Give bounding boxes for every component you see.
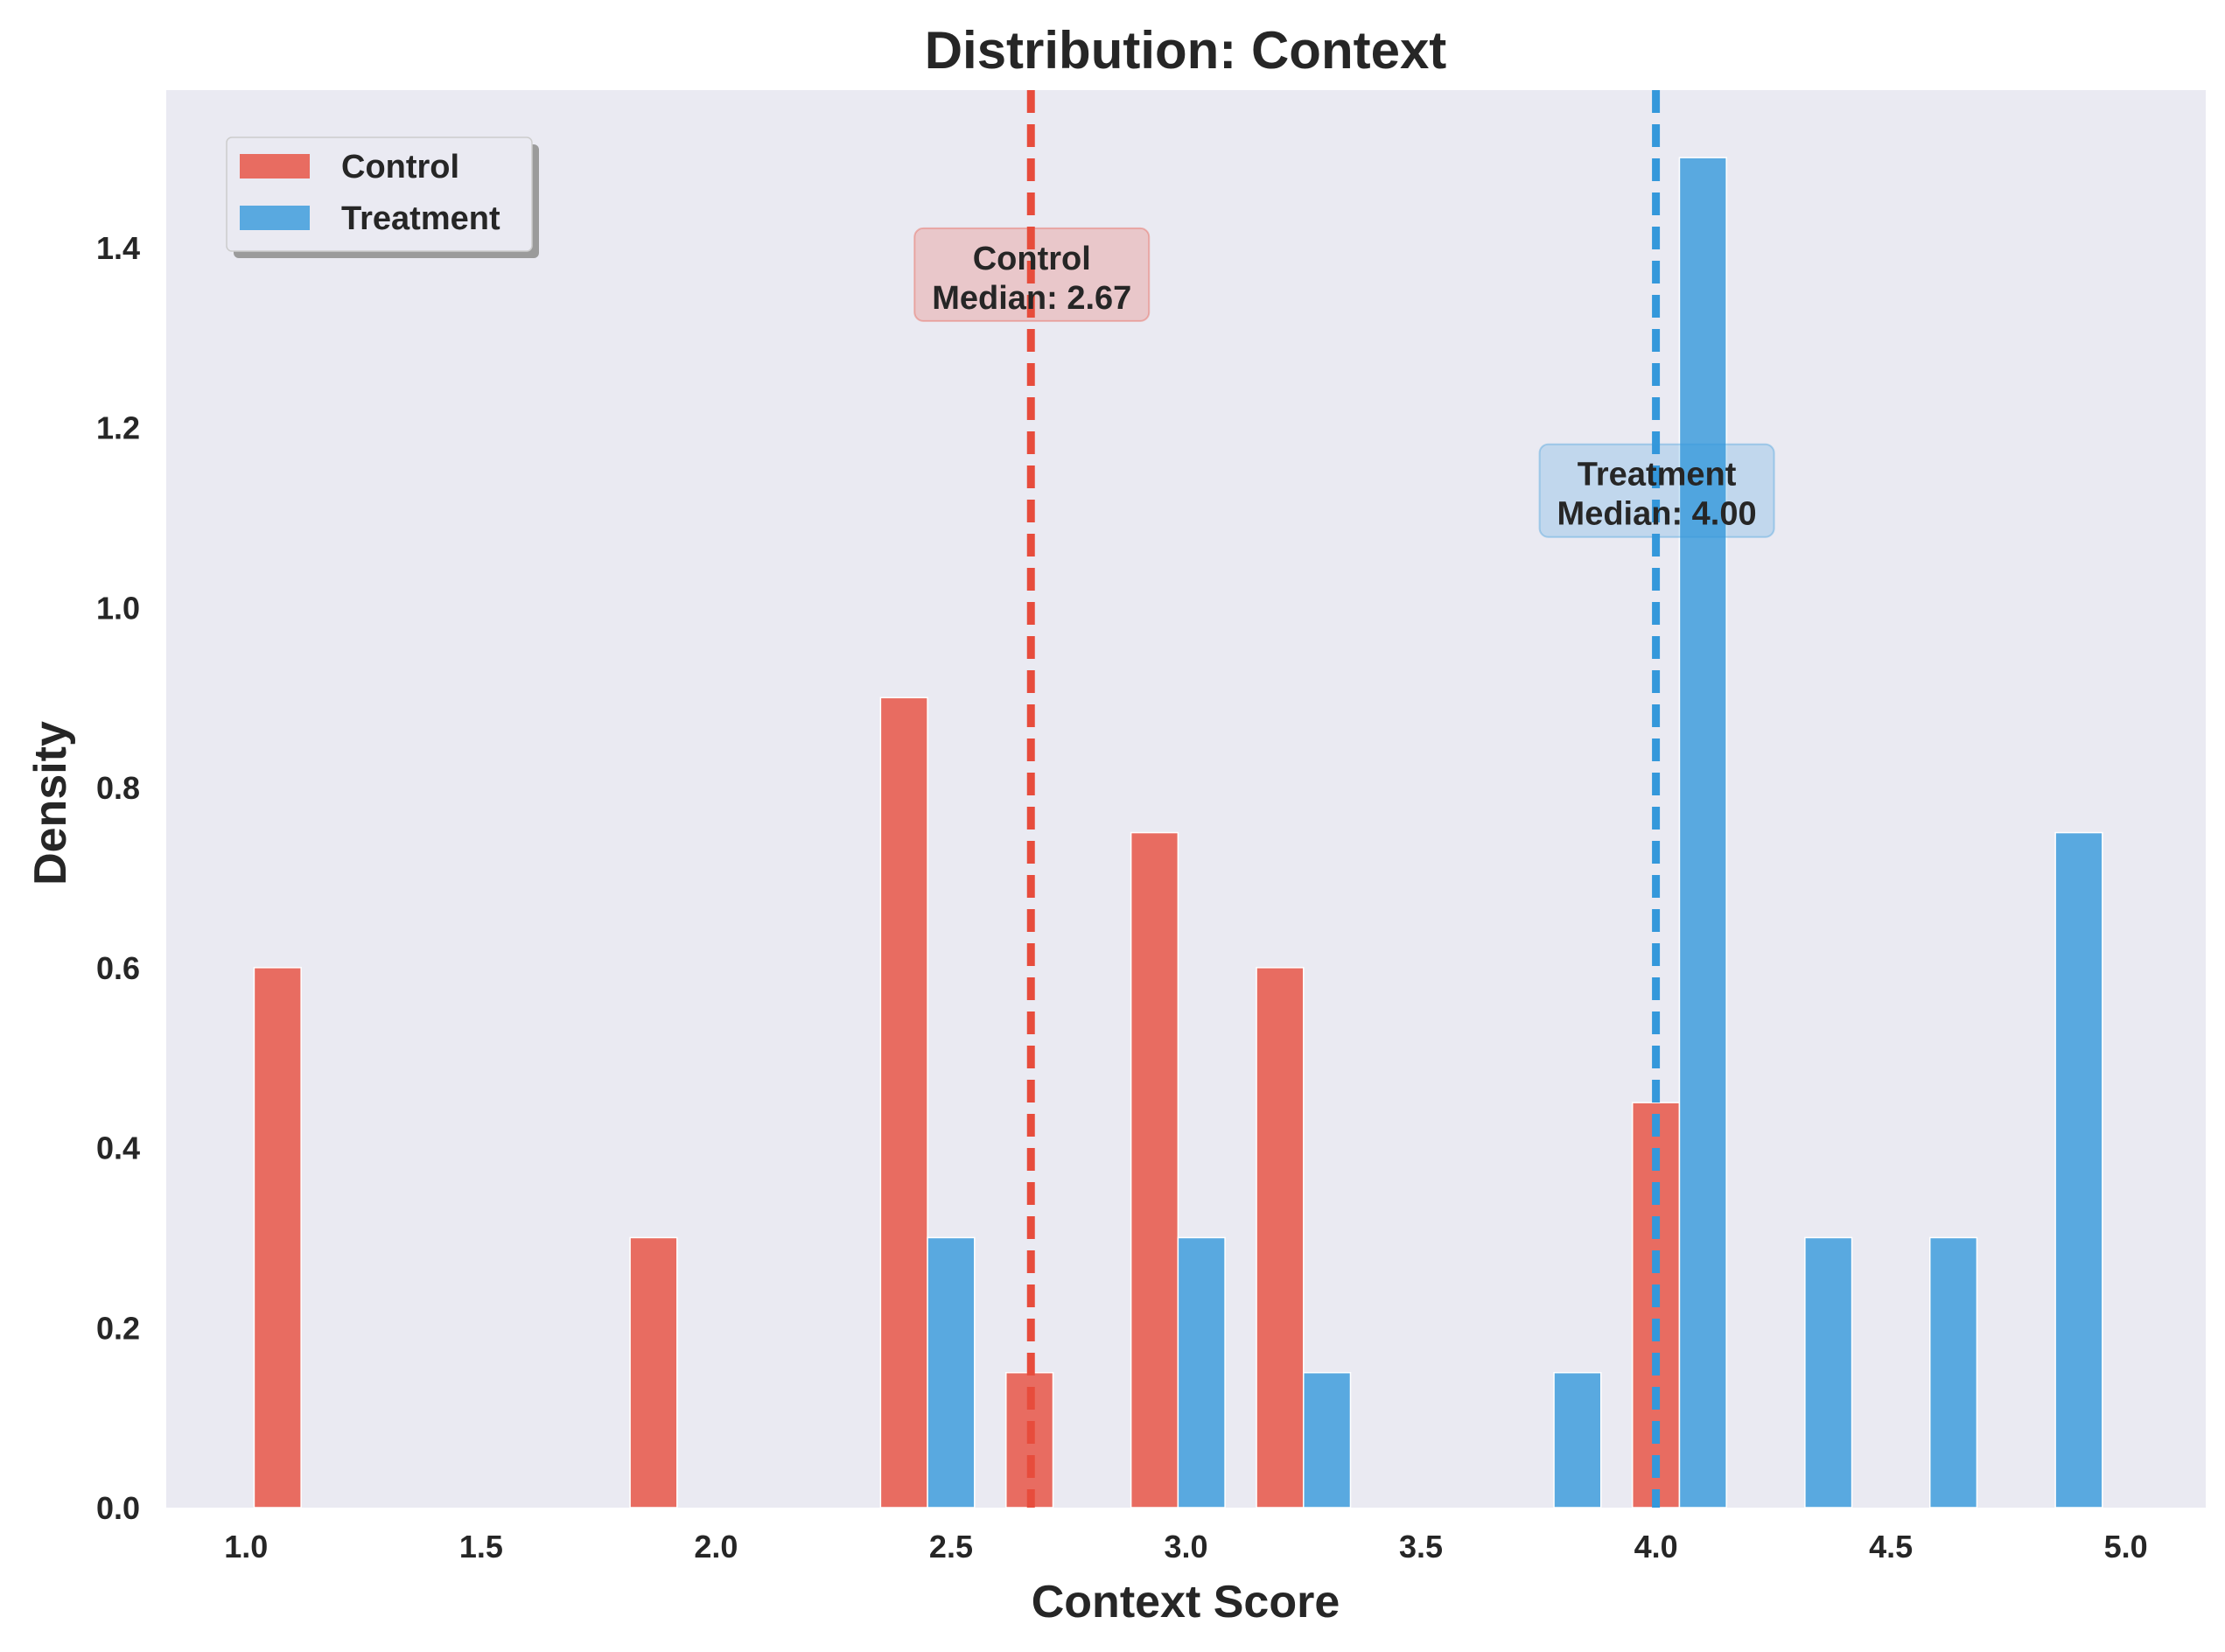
treatment-bar	[1303, 1371, 1352, 1508]
control-bar	[253, 967, 302, 1508]
treatment-bar	[2054, 831, 2103, 1508]
treatment-median-label-value: Median: 4.00	[1557, 496, 1757, 533]
y-tick-labels: 0.0 0.2 0.4 0.6 0.8 1.0 1.2 1.4	[96, 230, 140, 1526]
x-tick-labels: 1.0 1.5 2.0 2.5 3.0 3.5 4.0 4.5 5.0	[224, 1529, 2147, 1564]
y-axis-label: Density	[25, 721, 76, 886]
x-tick-label: 2.5	[929, 1529, 973, 1564]
x-tick-label: 4.0	[1634, 1529, 1678, 1564]
x-tick-label: 2.0	[694, 1529, 738, 1564]
control-median-label-title: Control	[973, 241, 1091, 277]
control-bar	[629, 1236, 678, 1508]
treatment-bar	[1177, 1236, 1226, 1508]
legend-label-control: Control	[341, 149, 459, 186]
treatment-bar	[927, 1236, 976, 1508]
x-tick-label: 3.0	[1164, 1529, 1207, 1564]
x-tick-label: 1.0	[224, 1529, 268, 1564]
treatment-bar	[1553, 1371, 1602, 1508]
treatment-bar	[1678, 157, 1727, 1508]
treatment-median-label-box	[1538, 443, 1775, 538]
x-tick-label: 4.5	[1869, 1529, 1913, 1564]
y-tick-label: 0.6	[96, 950, 140, 986]
control-median-label-box	[913, 227, 1151, 322]
treatment-median-label-title: Treatment	[1578, 457, 1737, 494]
y-tick-label: 1.4	[96, 230, 140, 266]
y-tick-label: 0.4	[96, 1130, 140, 1166]
x-tick-label: 1.5	[459, 1529, 503, 1564]
y-tick-label: 0.2	[96, 1310, 140, 1346]
chart-title: Distribution: Context	[925, 21, 1447, 80]
y-tick-label: 0.0	[96, 1490, 140, 1526]
control-bar	[1256, 967, 1305, 1508]
control-bar	[1130, 831, 1179, 1508]
y-tick-label: 1.0	[96, 590, 140, 626]
legend: Control Treatment	[226, 136, 539, 258]
y-tick-label: 0.8	[96, 770, 140, 806]
legend-swatch-control	[240, 154, 310, 178]
x-tick-label: 5.0	[2104, 1529, 2148, 1564]
control-median-label-value: Median: 2.67	[932, 280, 1131, 317]
x-tick-label: 3.5	[1399, 1529, 1443, 1564]
legend-swatch-treatment	[240, 206, 310, 230]
x-axis-label: Context Score	[1032, 1577, 1340, 1628]
treatment-bar	[1804, 1236, 1853, 1508]
control-bar	[879, 696, 928, 1508]
treatment-bar	[1928, 1236, 1978, 1508]
treatment-bars	[927, 157, 2103, 1508]
y-tick-label: 1.2	[96, 410, 140, 446]
legend-label-treatment: Treatment	[341, 200, 500, 237]
